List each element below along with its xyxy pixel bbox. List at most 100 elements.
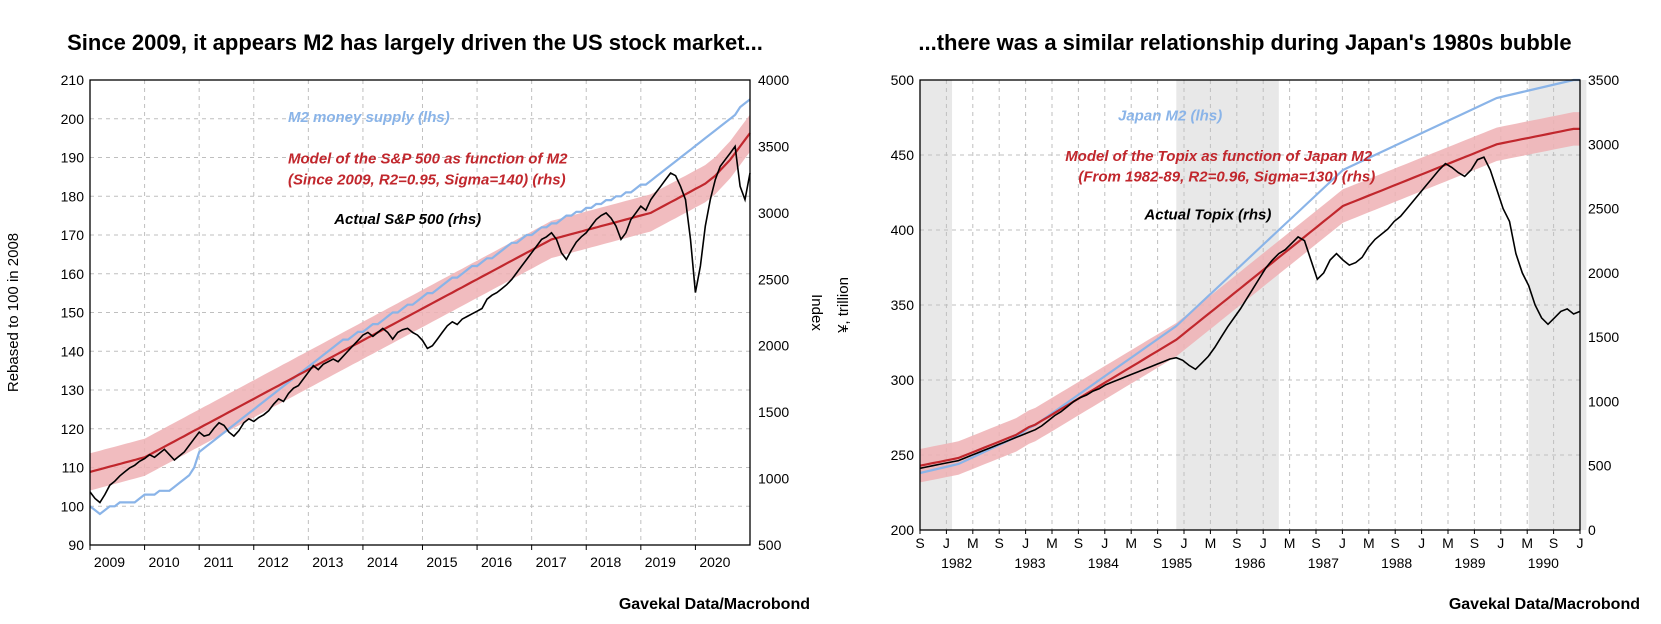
- svg-text:170: 170: [61, 227, 85, 243]
- svg-text:1500: 1500: [758, 404, 789, 420]
- svg-text:M: M: [1284, 535, 1296, 551]
- svg-text:Actual S&P 500 (rhs): Actual S&P 500 (rhs): [333, 211, 481, 228]
- svg-text:S: S: [1153, 535, 1162, 551]
- svg-text:Japan M2 (lhs): Japan M2 (lhs): [1118, 108, 1222, 125]
- svg-text:2500: 2500: [758, 271, 789, 287]
- svg-text:2014: 2014: [367, 554, 398, 570]
- svg-text:J: J: [1577, 535, 1584, 551]
- svg-text:Rebased to 100 in 2008: Rebased to 100 in 2008: [5, 233, 22, 392]
- svg-text:Model of the Topix as function: Model of the Topix as function of Japan …: [1065, 148, 1373, 165]
- svg-text:350: 350: [891, 297, 915, 313]
- svg-text:0: 0: [1588, 522, 1596, 538]
- svg-text:M: M: [1205, 535, 1217, 551]
- svg-text:2011: 2011: [204, 554, 234, 570]
- svg-text:M: M: [1125, 535, 1137, 551]
- svg-text:250: 250: [891, 447, 915, 463]
- svg-text:1500: 1500: [1588, 329, 1619, 345]
- svg-text:1986: 1986: [1234, 555, 1265, 571]
- svg-text:J: J: [1260, 535, 1267, 551]
- svg-text:110: 110: [62, 460, 85, 476]
- svg-text:1988: 1988: [1381, 555, 1412, 571]
- svg-text:90: 90: [68, 537, 84, 553]
- svg-text:3000: 3000: [758, 205, 789, 221]
- svg-text:2019: 2019: [645, 554, 676, 570]
- svg-text:130: 130: [61, 382, 85, 398]
- svg-text:M2 money supply (lhs): M2 money supply (lhs): [288, 109, 450, 126]
- svg-text:J: J: [1497, 535, 1504, 551]
- svg-text:J: J: [1181, 535, 1188, 551]
- svg-text:2500: 2500: [1588, 201, 1619, 217]
- left-credit: Gavekal Data/Macrobond: [619, 596, 810, 614]
- svg-text:2015: 2015: [426, 554, 457, 570]
- svg-text:1990: 1990: [1528, 555, 1559, 571]
- svg-text:150: 150: [61, 305, 85, 321]
- svg-text:S: S: [1311, 535, 1320, 551]
- svg-text:200: 200: [61, 111, 85, 127]
- svg-text:200: 200: [891, 522, 915, 538]
- svg-text:2020: 2020: [699, 554, 730, 570]
- svg-text:160: 160: [61, 266, 85, 282]
- svg-text:100: 100: [61, 498, 85, 514]
- svg-text:M: M: [967, 535, 979, 551]
- svg-text:(From 1982-89, R2=0.96, Sigma=: (From 1982-89, R2=0.96, Sigma=130) (rhs): [1078, 168, 1375, 185]
- svg-text:500: 500: [1588, 458, 1612, 474]
- svg-text:1982: 1982: [941, 555, 972, 571]
- left-chart: 90 100 110 120 130 140 150 160 170 180 190 200 210 50…: [0, 55, 830, 615]
- svg-text:1983: 1983: [1014, 555, 1045, 571]
- svg-text:S: S: [995, 535, 1004, 551]
- svg-text:210: 210: [61, 72, 85, 88]
- right-credit: Gavekal Data/Macrobond: [1449, 596, 1640, 614]
- svg-text:2000: 2000: [1588, 265, 1619, 281]
- right-chart-title: ...there was a similar relationship duri…: [830, 30, 1660, 56]
- svg-text:120: 120: [61, 421, 85, 437]
- svg-text:S: S: [1549, 535, 1558, 551]
- svg-text:M: M: [1363, 535, 1375, 551]
- svg-text:2000: 2000: [758, 338, 789, 354]
- svg-text:(Since 2009, R2=0.95, Sigma=14: (Since 2009, R2=0.95, Sigma=140) (rhs): [288, 172, 566, 189]
- svg-text:Model of the S&P 500 as functi: Model of the S&P 500 as function of M2: [288, 151, 568, 168]
- svg-text:3500: 3500: [1588, 72, 1619, 88]
- svg-text:2010: 2010: [149, 554, 180, 570]
- svg-text:2017: 2017: [536, 554, 567, 570]
- svg-text:M: M: [1521, 535, 1533, 551]
- svg-text:2012: 2012: [258, 554, 289, 570]
- svg-text:M: M: [1046, 535, 1058, 551]
- svg-text:3500: 3500: [758, 138, 789, 154]
- svg-text:2018: 2018: [590, 554, 621, 570]
- svg-text:S: S: [1232, 535, 1241, 551]
- svg-text:2016: 2016: [481, 554, 512, 570]
- svg-text:M: M: [1442, 535, 1454, 551]
- svg-text:140: 140: [61, 343, 85, 359]
- svg-text:500: 500: [891, 72, 915, 88]
- svg-text:1989: 1989: [1454, 555, 1485, 571]
- svg-text:500: 500: [758, 537, 782, 553]
- svg-text:450: 450: [891, 147, 915, 163]
- svg-text:S: S: [1074, 535, 1083, 551]
- svg-text:J: J: [943, 535, 950, 551]
- svg-text:2013: 2013: [312, 554, 343, 570]
- svg-text:1984: 1984: [1088, 555, 1119, 571]
- svg-text:J: J: [1339, 535, 1346, 551]
- svg-text:Index: Index: [808, 294, 825, 331]
- svg-text:300: 300: [891, 372, 915, 388]
- svg-text:2009: 2009: [94, 554, 125, 570]
- svg-text:1000: 1000: [758, 471, 789, 487]
- left-chart-title: Since 2009, it appears M2 has largely dr…: [0, 30, 830, 56]
- svg-text:Actual Topix (rhs): Actual Topix (rhs): [1143, 207, 1271, 224]
- svg-text:400: 400: [891, 222, 915, 238]
- svg-text:1987: 1987: [1308, 555, 1339, 571]
- svg-text:¥, trillion: ¥, trillion: [835, 277, 852, 334]
- svg-text:180: 180: [61, 188, 85, 204]
- svg-text:J: J: [1022, 535, 1029, 551]
- svg-text:1985: 1985: [1161, 555, 1192, 571]
- svg-text:3000: 3000: [1588, 136, 1619, 152]
- svg-text:J: J: [1101, 535, 1108, 551]
- right-chart: 200 250 300 350 400 450 500 0 500 1000 1500 2000 250…: [830, 55, 1660, 615]
- svg-text:190: 190: [61, 150, 85, 166]
- svg-text:1000: 1000: [1588, 393, 1619, 409]
- svg-text:S: S: [1470, 535, 1479, 551]
- svg-text:J: J: [1418, 535, 1425, 551]
- svg-text:4000: 4000: [758, 72, 789, 88]
- svg-text:S: S: [1391, 535, 1400, 551]
- svg-text:S: S: [915, 535, 924, 551]
